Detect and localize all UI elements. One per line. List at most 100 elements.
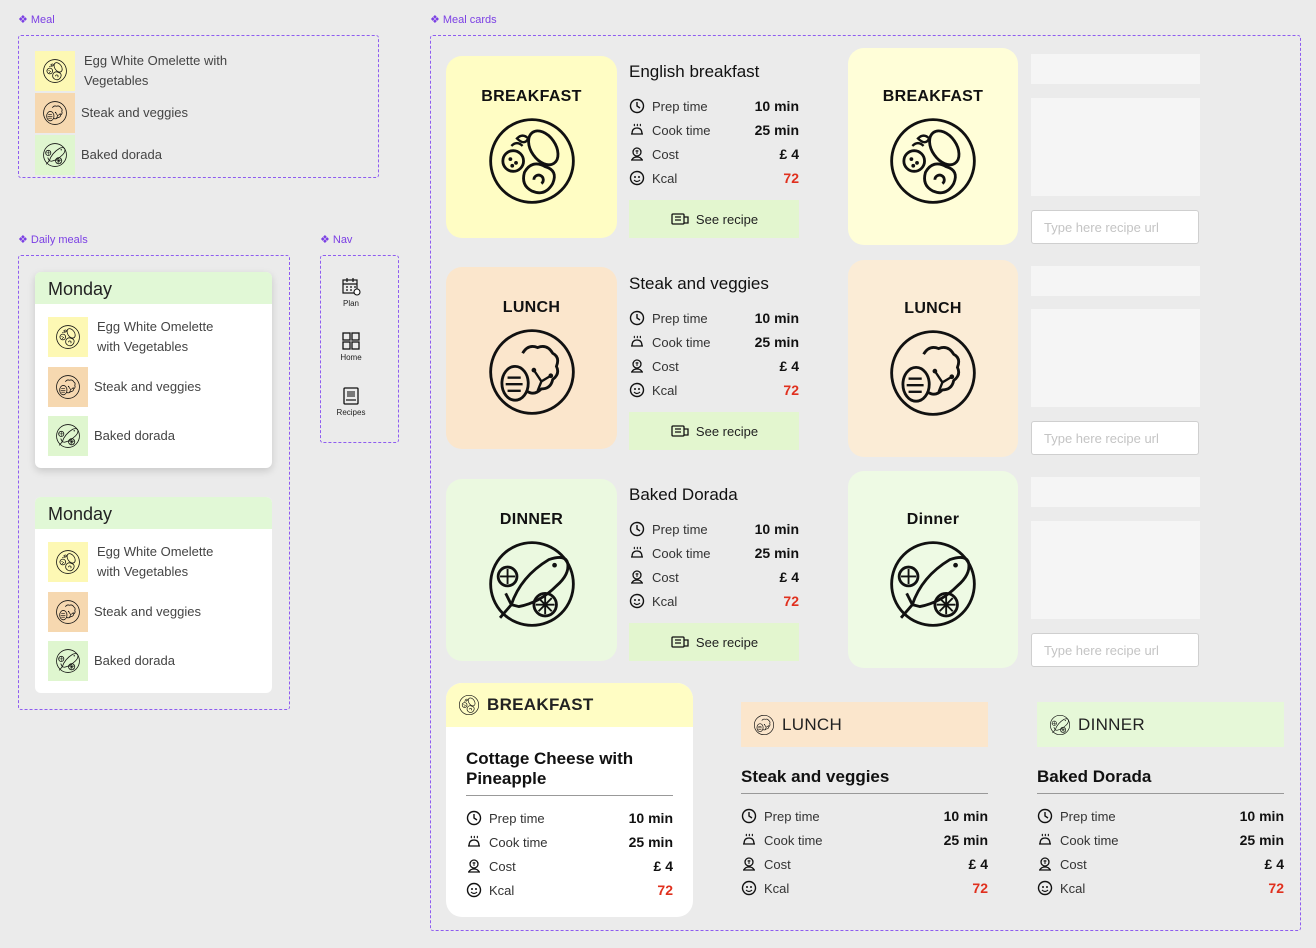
nav-item-home[interactable]: Home <box>321 331 381 362</box>
lunch-plate-icon <box>48 367 88 407</box>
meal-item-breakfast[interactable]: Egg White Omelette with Vegetables <box>48 317 213 357</box>
prep-time-value: 10 min <box>754 98 799 114</box>
meal-detail-card-dinner: DINNER Baked Dorada Prep time 10 min Cook… <box>1037 702 1284 900</box>
frame-label-meal: ❖ Meal <box>18 13 55 27</box>
meal-type-label: Dinner <box>906 511 960 528</box>
dinner-plate-icon <box>1049 714 1071 736</box>
calendar-icon <box>342 278 361 296</box>
component-icon: ❖ <box>430 14 440 26</box>
cost-value: £ 4 <box>779 569 799 585</box>
meal-item-lunch[interactable]: Steak and veggies <box>48 367 201 407</box>
kcal-value: 72 <box>972 880 988 896</box>
recipe-url-input[interactable] <box>1031 633 1199 667</box>
kcal-value: 72 <box>783 170 799 186</box>
breakfast-plate-icon <box>458 694 480 716</box>
coin-hand-icon <box>629 146 645 162</box>
meal-item-breakfast[interactable]: Egg White Omelette with Vegetables <box>48 542 213 582</box>
dinner-plate-icon <box>485 537 579 631</box>
recipe-book-icon <box>343 387 359 405</box>
meal-item-label-line2: with Vegetables <box>97 564 189 579</box>
dinner-plate-icon <box>886 537 980 631</box>
day-title: Monday <box>35 497 272 529</box>
kcal-row: Kcal 72 <box>629 378 799 402</box>
component-icon: ❖ <box>18 234 28 246</box>
meal-type-label: DINNER <box>499 511 564 528</box>
see-recipe-button[interactable]: See recipe <box>629 200 799 238</box>
meal-item-dinner[interactable]: Baked dorada <box>48 641 175 681</box>
prep-time-row: Prep time 10 min <box>1037 804 1284 828</box>
prep-time-value: 10 min <box>943 808 988 824</box>
meal-item-label-line1: Egg White Omelette <box>97 319 214 334</box>
cook-time-value: 25 min <box>943 832 988 848</box>
cook-time-row: Cook time 25 min <box>629 118 799 142</box>
meal-item-lunch[interactable]: Steak and veggies <box>48 592 201 632</box>
prep-time-value: 10 min <box>628 810 673 826</box>
meal-item-lunch[interactable]: Steak and veggies <box>35 93 188 133</box>
see-recipe-button[interactable]: See recipe <box>629 623 799 661</box>
prep-time-value: 10 min <box>754 521 799 537</box>
meal-card-header: LUNCH <box>741 702 988 747</box>
day-card: Monday Egg White Omelette with Vegetable… <box>35 272 272 468</box>
cost-row: Cost £ 4 <box>629 142 799 166</box>
clock-icon <box>629 521 645 537</box>
see-recipe-button[interactable]: See recipe <box>629 412 799 450</box>
smiley-icon <box>629 170 645 186</box>
meal-title: Cottage Cheese with Pineapple <box>466 749 673 796</box>
meal-item-label: Steak and veggies <box>94 379 201 394</box>
nav-item-label: Plan <box>342 299 359 308</box>
nav-item-plan[interactable]: Plan <box>321 277 381 308</box>
kcal-value: 72 <box>1268 880 1284 896</box>
frame-label-meal-cards: ❖ Meal cards <box>430 13 497 27</box>
breakfast-plate-icon <box>35 51 75 91</box>
prep-time-row: Prep time 10 min <box>629 306 799 330</box>
dinner-plate-icon <box>48 641 88 681</box>
meal-cards-frame <box>430 35 1301 931</box>
details-placeholder <box>1031 521 1200 619</box>
kcal-row: Kcal 72 <box>629 589 799 613</box>
clock-icon <box>741 808 757 824</box>
meal-item-dinner[interactable]: Baked dorada <box>48 416 175 456</box>
cook-time-row: Cook time 25 min <box>741 828 988 852</box>
breakfast-plate-icon <box>485 114 579 208</box>
coin-hand-icon <box>466 858 482 874</box>
meal-item-label: Steak and veggies <box>81 105 188 120</box>
meal-item-dinner[interactable]: Baked dorada <box>35 135 162 175</box>
breakfast-plate-icon <box>48 317 88 357</box>
dinner-plate-icon <box>48 416 88 456</box>
meal-card-image-breakfast: BREAKFAST <box>446 56 617 238</box>
recipe-url-input[interactable] <box>1031 421 1199 455</box>
cooking-pot-icon <box>1037 832 1053 848</box>
meal-title: English breakfast <box>629 62 760 81</box>
meal-type-label: DINNER <box>1078 714 1145 734</box>
cooking-pot-icon <box>741 832 757 848</box>
meal-item-breakfast[interactable]: Egg White Omelette with Vegetables <box>35 51 227 91</box>
meal-card-info: English breakfast Prep time 10 min Cook t… <box>629 62 799 238</box>
lunch-plate-icon <box>753 714 775 736</box>
prep-time-value: 10 min <box>1239 808 1284 824</box>
cook-time-value: 25 min <box>628 834 673 850</box>
cook-time-row: Cook time 25 min <box>629 330 799 354</box>
meal-card-info: Steak and veggies Prep time 10 min Cook t… <box>629 274 799 450</box>
coin-hand-icon <box>1037 856 1053 872</box>
kcal-value: 72 <box>657 882 673 898</box>
smiley-icon <box>629 593 645 609</box>
meal-title: Baked Dorada <box>1037 767 1284 794</box>
meal-title: Baked Dorada <box>629 485 738 504</box>
recipe-url-input[interactable] <box>1031 210 1199 244</box>
cooking-pot-icon <box>466 834 482 850</box>
details-placeholder <box>1031 309 1200 407</box>
coin-hand-icon <box>741 856 757 872</box>
frame-label-daily-meals: ❖ Daily meals <box>18 233 88 247</box>
meal-type-label: BREAKFAST <box>487 695 594 714</box>
kcal-row: Kcal 72 <box>741 876 988 900</box>
nav-item-recipes[interactable]: Recipes <box>321 386 381 417</box>
cost-row: Cost £ 4 <box>629 354 799 378</box>
recipe-icon <box>670 211 690 227</box>
nav-frame <box>320 255 399 443</box>
prep-time-row: Prep time 10 min <box>629 517 799 541</box>
cooking-pot-icon <box>629 122 645 138</box>
meal-card-image-lunch: LUNCH <box>446 267 617 449</box>
coin-hand-icon <box>629 569 645 585</box>
meal-item-label: Steak and veggies <box>94 604 201 619</box>
meal-type-label: LUNCH <box>782 714 843 734</box>
